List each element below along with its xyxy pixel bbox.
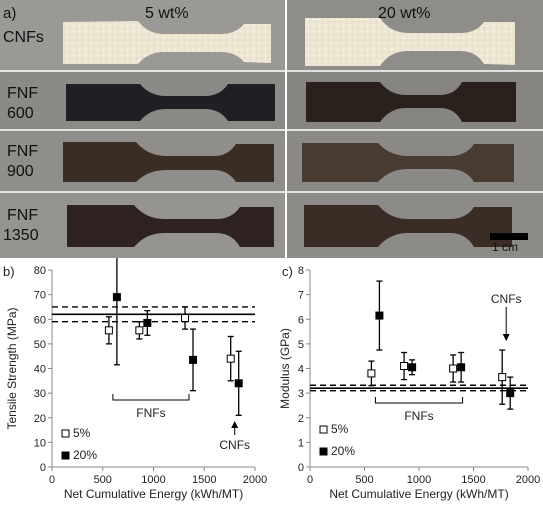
panel-label: c): [282, 264, 293, 279]
legend-label: 20%: [73, 448, 97, 462]
specimen-fnf600-5: [66, 84, 275, 121]
data-point-5pct: [226, 354, 235, 363]
y-tick-label: 40: [34, 364, 46, 376]
y-tick-label: 3: [298, 388, 304, 400]
cnf-annotation: CNFs: [491, 292, 522, 306]
specimen-cnf-20: [305, 18, 515, 66]
data-point-5pct: [449, 364, 458, 373]
row-label-fnf1350-line2: 1350: [3, 227, 39, 244]
y-tick-label: 20: [34, 413, 46, 425]
x-tick-label: 1000: [141, 474, 165, 486]
data-point-20pct: [189, 355, 198, 364]
specimen-photo: a) 5 wt% 20 wt% CNFs FNF 600 FNF 900 FNF…: [0, 0, 543, 258]
data-point-5pct: [367, 369, 376, 378]
y-tick-label: 0: [298, 462, 304, 474]
x-tick-label: 500: [355, 474, 373, 486]
y-tick-label: 4: [298, 364, 304, 376]
x-tick-label: 1000: [407, 474, 431, 486]
data-point-5pct: [498, 373, 507, 382]
x-axis-title: Net Cumulative Energy (kWh/MT): [64, 487, 243, 501]
row-label-fnf900-line2: 900: [7, 163, 34, 180]
x-tick-label: 0: [307, 474, 313, 486]
data-point-5pct: [400, 362, 409, 371]
data-point-20pct: [408, 363, 417, 372]
modulus-chart: c) 0 1 2 3 4 5 6 7 8 0 500 1000 1500 2000 Net Cumulativ…: [272, 258, 543, 504]
data-point-20pct: [457, 363, 466, 372]
row-label-fnf900-line1: FNF: [7, 143, 39, 160]
specimen-fnf1350-20: [304, 205, 512, 247]
y-tick-label: 2: [298, 413, 304, 425]
y-tick-label: 1: [298, 437, 304, 449]
x-tick-label: 2000: [516, 474, 540, 486]
panel-label: b): [3, 264, 15, 279]
x-tick-label: 2000: [243, 474, 267, 486]
specimen-fnf1350-5: [67, 205, 274, 247]
data-point-5pct: [181, 314, 190, 323]
row-label-fnf1350-line1: FNF: [7, 207, 39, 224]
specimen-fnf900-20: [302, 143, 514, 182]
cnf-arrow-head: [231, 421, 239, 428]
y-tick-label: 30: [34, 388, 46, 400]
fnf-bracket: [112, 394, 190, 401]
x-tick-label: 500: [94, 474, 112, 486]
row-label-fnf600-line2: 600: [7, 105, 34, 122]
y-tick-label: 0: [40, 462, 46, 474]
legend-marker: [319, 447, 328, 456]
data-point-20pct: [143, 318, 152, 327]
legend-label: 20%: [331, 444, 355, 458]
x-tick-label: 1500: [192, 474, 216, 486]
column-header-5wt: 5 wt%: [145, 5, 189, 22]
y-tick-label: 70: [34, 290, 46, 302]
legend-label: 5%: [331, 422, 349, 436]
legend-marker: [61, 451, 70, 460]
y-tick-label: 8: [298, 265, 304, 277]
y-tick-label: 5: [298, 339, 304, 351]
row-label-fnf600-line1: FNF: [7, 85, 39, 102]
y-tick-label: 10: [34, 437, 46, 449]
y-axis-title: Tensile Strength (MPa): [5, 307, 19, 429]
data-point-20pct: [375, 311, 384, 320]
fnf-bracket: [374, 397, 464, 404]
fnf-annotation: FNFs: [404, 409, 433, 423]
scale-bar-label: 1 cm: [492, 240, 519, 254]
legend-label: 5%: [73, 426, 91, 440]
y-tick-label: 7: [298, 290, 304, 302]
legend-marker: [319, 425, 328, 434]
specimen-photo-canvas: [0, 0, 543, 258]
y-axis-title: Modulus (GPa): [278, 328, 292, 409]
y-tick-label: 50: [34, 339, 46, 351]
y-tick-label: 80: [34, 265, 46, 277]
tensile-strength-chart: b) 0 10 20 30 40 50 60 70 80 0 500 1000 1500 2000 Net C…: [0, 228, 272, 504]
data-point-20pct: [112, 293, 121, 302]
data-point-20pct: [234, 379, 243, 388]
data-point-5pct: [104, 326, 113, 335]
data-point-5pct: [135, 326, 144, 335]
specimen-cnf-5: [63, 21, 271, 64]
row-label-cnfs: CNFs: [3, 29, 44, 46]
specimen-fnf600-20: [306, 82, 516, 122]
x-tick-label: 1500: [461, 474, 485, 486]
fnf-annotation: FNFs: [136, 406, 165, 420]
column-header-20wt: 20 wt%: [378, 5, 431, 22]
y-tick-label: 60: [34, 314, 46, 326]
modulus-chart-svg: c) 0 1 2 3 4 5 6 7 8 0 500 1000 1500 2000 Net Cumulativ…: [278, 264, 540, 501]
cnf-annotation: CNFs: [219, 438, 250, 452]
specimen-fnf900-5: [63, 142, 274, 182]
panel-label-a: a): [3, 5, 17, 22]
scale-bar: [490, 233, 528, 240]
cnf-arrow-head: [502, 334, 510, 341]
legend-marker: [61, 429, 70, 438]
y-tick-label: 6: [298, 314, 304, 326]
x-tick-label: 0: [49, 474, 55, 486]
data-point-20pct: [506, 389, 515, 398]
x-axis-title: Net Cumulative Energy (kWh/MT): [329, 487, 508, 501]
